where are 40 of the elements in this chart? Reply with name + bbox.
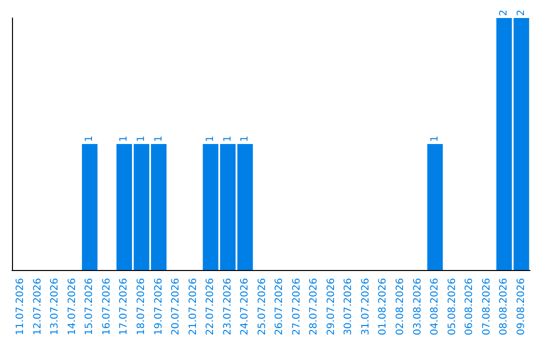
data-label: 1 [118,136,130,142]
x-tick-label: 18.07.2026 [136,278,147,336]
x-tick-label: 25.07.2026 [256,278,268,336]
data-label: 1 [430,136,441,142]
data-label: 1 [240,136,251,142]
x-tick-label: 17.07.2026 [118,278,130,336]
x-tick-label: 04.08.2026 [430,278,441,336]
data-label: 1 [153,136,164,142]
x-tick-label: 22.07.2026 [205,278,216,336]
x-tick-label: 26.07.2026 [274,278,286,336]
x-tick-label: 14.07.2026 [66,278,78,336]
x-tick-label: 12.07.2026 [32,278,44,336]
x-tick-label: 01.08.2026 [378,278,389,336]
data-label: 2 [516,10,527,16]
x-tick-label: 30.07.2026 [343,278,354,336]
x-tick-label: 05.08.2026 [446,278,458,336]
x-tick-label: 09.08.2026 [516,278,527,336]
data-label: 1 [222,136,234,142]
x-tick-label: 20.07.2026 [170,278,182,336]
x-tick-label: 16.07.2026 [101,278,112,336]
data-label: 1 [84,136,96,142]
data-label: 1 [136,136,147,142]
data-label: 1 [205,136,216,142]
x-tick-label: 27.07.2026 [291,278,302,336]
x-tick-label: 07.08.2026 [481,278,492,336]
x-tick-label: 03.08.2026 [412,278,424,336]
x-tick-label: 21.07.2026 [188,278,199,336]
x-tick-label: 13.07.2026 [50,278,61,336]
x-tick-label: 15.07.2026 [84,278,96,336]
x-tick-label: 23.07.2026 [222,278,234,336]
x-tick-label: 24.07.2026 [240,278,251,336]
x-tick-label: 28.07.2026 [308,278,320,336]
x-tick-label: 31.07.2026 [360,278,372,336]
x-tick-label: 11.07.2026 [15,278,26,336]
x-tick-label: 08.08.2026 [498,278,510,336]
x-tick-label: 29.07.2026 [326,278,337,336]
data-label: 2 [498,10,510,16]
x-tick-label: 06.08.2026 [464,278,476,336]
x-tick-label: 02.08.2026 [395,278,406,336]
x-tick-label: 19.07.2026 [153,278,164,336]
